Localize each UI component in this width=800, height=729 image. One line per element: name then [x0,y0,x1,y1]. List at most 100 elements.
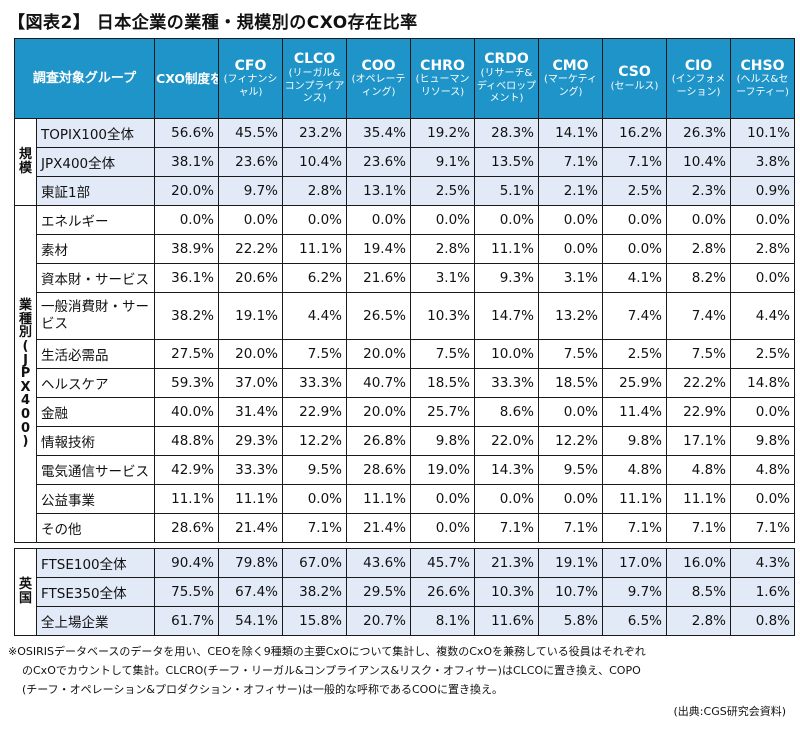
table-cell: 19.0% [410,455,476,485]
table-cell: 29.5% [346,577,411,607]
table-row: 生活必需品 27.5% 20.0% 7.5% 20.0% 7.5% 10.0% 7.5% 2.5… [15,339,796,369]
table-cell: 9.5% [282,455,348,485]
table-cell: 2.8% [730,234,796,264]
row-label: 情報技術 [35,426,156,456]
uk-comparison-table: 英国 FTSE100全体 90.4% 79.8% 67.0% 43.6% 45.7% 21.3… [14,548,795,636]
table-cell: 29.3% [218,426,284,456]
table-row: ヘルスケア 59.3% 37.0% 33.3% 40.7% 18.5% 33.3% 18.5%… [15,368,796,398]
table-cell: 2.8% [666,606,731,636]
table-cell: 7.5% [282,339,348,369]
table-cell: 7.5% [666,339,732,369]
table-row: 電気通信サービス 42.9% 33.3% 9.5% 28.6% 19.0% 14.3% 9.5… [15,455,796,485]
table-cell: 13.2% [538,292,604,340]
table-cell: 43.6% [346,548,411,578]
table-cell: 14.1% [538,118,604,148]
table-cell: 45.5% [218,118,284,148]
row-label: 東証1部 [35,176,156,206]
table-cell: 8.2% [666,263,732,293]
table-cell: 5.8% [538,606,603,636]
row-label: ヘルスケア [35,368,156,398]
table-cell: 22.2% [666,368,732,398]
table-cell: 7.5% [410,339,476,369]
table-cell: 7.1% [730,513,796,543]
table-cell: 25.7% [410,397,476,427]
row-label: 生活必需品 [35,339,156,369]
table-cell: 28.3% [474,118,540,148]
table-cell: 10.0% [474,339,540,369]
row-label: 金融 [35,397,156,427]
table-cell: 11.4% [602,397,668,427]
table-cell: 0.0% [602,205,668,235]
table-cell: 0.0% [730,397,796,427]
table-cell: 11.1% [474,234,540,264]
table-cell: 8.6% [474,397,540,427]
table-cell: 13.1% [346,176,412,206]
table-cell: 2.8% [666,234,732,264]
table-cell: 22.9% [666,397,732,427]
table-row: 金融 40.0% 31.4% 22.9% 20.0% 25.7% 8.6% 0.0% 11.4%… [15,397,796,427]
table-cell: 3.8% [730,147,796,177]
table-cell: 9.7% [602,577,667,607]
table-cell: 31.4% [218,397,284,427]
table-cell: 0.0% [410,484,476,514]
table-cell: 7.5% [538,339,604,369]
table-cell: 9.8% [602,426,668,456]
row-label: 電気通信サービス [35,455,156,485]
row-label: 一般消費財・サービス [35,292,156,340]
table-cell: 0.0% [538,234,604,264]
table-cell: 36.1% [154,263,220,293]
table-cell: 17.1% [666,426,732,456]
table-cell: 0.0% [282,205,348,235]
row-label: JPX400全体 [35,147,156,177]
table-cell: 9.7% [218,176,284,206]
table-cell: 11.1% [602,484,668,514]
table-cell: 0.0% [538,397,604,427]
table-cell: 2.1% [538,176,604,206]
table-row: JPX400全体 38.1% 23.6% 10.4% 23.6% 9.1% 13.5% 7.1… [15,147,796,177]
table-cell: 3.1% [538,263,604,293]
table-cell: 90.4% [154,548,219,578]
column-header-coo: COO (オペレーティング) [346,38,412,119]
table-cell: 14.8% [730,368,796,398]
table-cell: 19.1% [538,548,603,578]
table-cell: 0.8% [730,606,795,636]
table-cell: 33.3% [282,368,348,398]
table-cell: 1.6% [730,577,795,607]
table-cell: 3.1% [410,263,476,293]
table-cell: 2.5% [410,176,476,206]
table-cell: 26.3% [666,118,732,148]
table-cell: 11.1% [282,234,348,264]
table-cell: 11.1% [346,484,412,514]
table-cell: 12.2% [282,426,348,456]
table-cell: 9.3% [474,263,540,293]
table-cell: 0.0% [218,205,284,235]
table-cell: 0.0% [730,484,796,514]
table-cell: 56.6% [154,118,220,148]
table-cell: 0.0% [282,484,348,514]
table-cell: 21.3% [474,548,539,578]
table-cell: 7.1% [282,513,348,543]
table-row: 情報技術 48.8% 29.3% 12.2% 26.8% 9.8% 22.0% 12.2% 9.… [15,426,796,456]
table-cell: 40.0% [154,397,220,427]
table-cell: 75.5% [154,577,219,607]
table-cell: 0.0% [538,484,604,514]
table-cell: 9.5% [538,455,604,485]
table-cell: 20.0% [346,397,412,427]
table-cell: 38.2% [282,577,347,607]
column-header-crdo: CRDO (リサーチ&ディベロップメント) [474,38,540,119]
table-cell: 6.5% [602,606,667,636]
table-cell: 20.6% [218,263,284,293]
footnote: ※OSIRISデータベースのデータを用い、CEOを除く9種類の主要CxOについて… [8,642,796,699]
table-cell: 21.4% [218,513,284,543]
table-cell: 11.1% [154,484,220,514]
table-cell: 14.7% [474,292,540,340]
table-cell: 0.0% [474,484,540,514]
row-label: 公益事業 [35,484,156,514]
column-header-cfo: CFO (フィナンシャル) [218,38,284,119]
table-cell: 15.8% [282,606,347,636]
row-label: 全上場企業 [36,606,155,636]
table-cell: 10.4% [282,147,348,177]
footnote-line: ※OSIRISデータベースのデータを用い、CEOを除く9種類の主要CxOについて… [8,645,646,658]
table-cell: 35.4% [346,118,412,148]
table-cell: 28.6% [154,513,220,543]
